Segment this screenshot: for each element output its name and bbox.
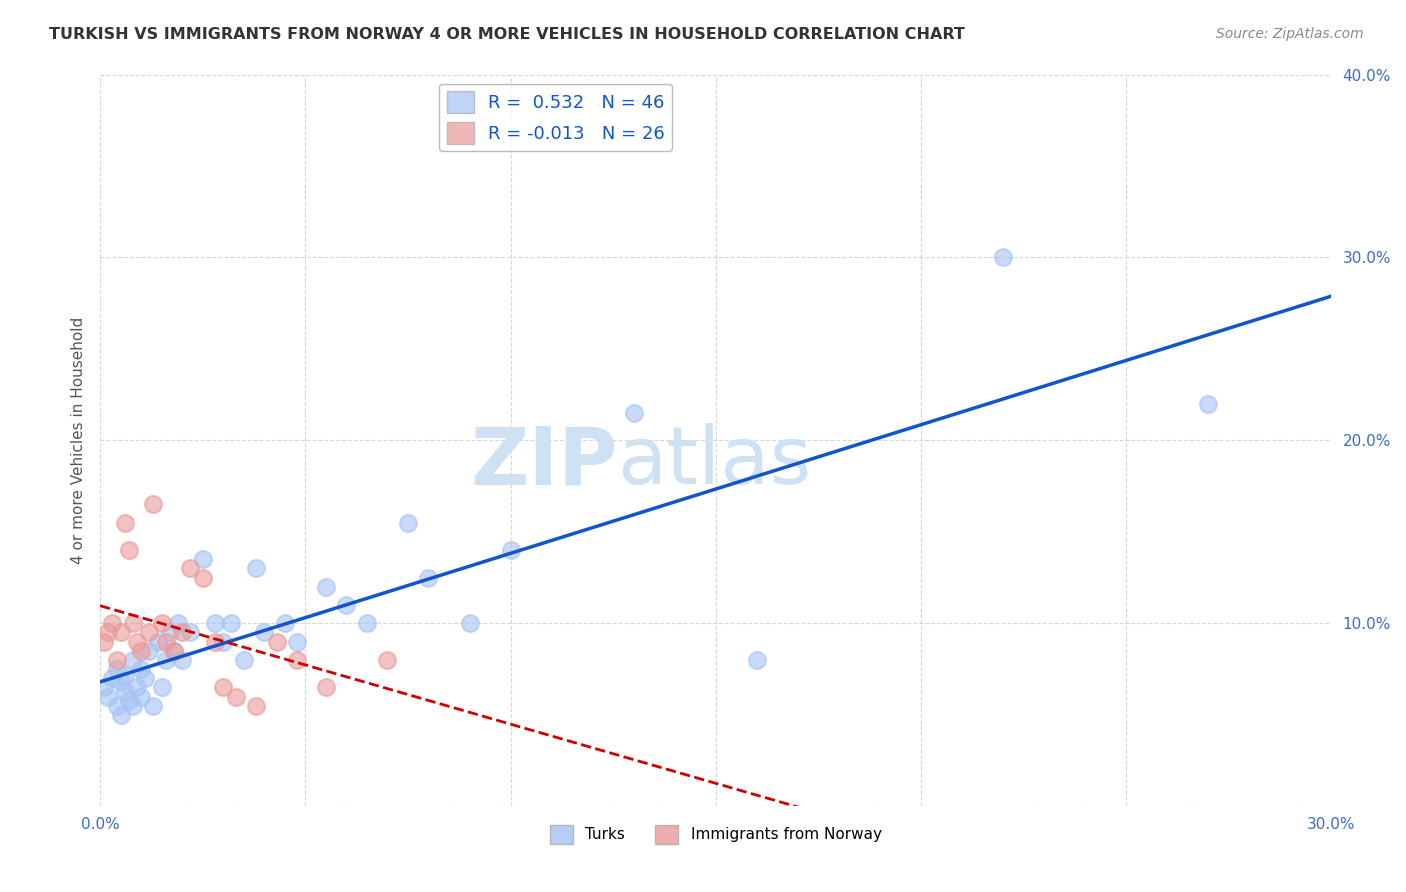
- Point: [110, 625, 132, 640]
- Point: [110, 674, 132, 689]
- Point: [155, 653, 177, 667]
- Point: [172, 653, 194, 667]
- Point: [172, 625, 194, 640]
- Point: [138, 644, 160, 658]
- Point: [191, 571, 214, 585]
- Point: [114, 684, 136, 698]
- Point: [142, 498, 165, 512]
- Point: [105, 653, 128, 667]
- Point: [274, 616, 297, 631]
- Point: [97, 625, 120, 640]
- Point: [114, 667, 136, 681]
- Text: ZIP: ZIP: [470, 424, 617, 501]
- Point: [93, 634, 115, 648]
- Point: [159, 625, 181, 640]
- Point: [396, 516, 419, 530]
- Point: [745, 653, 768, 667]
- Point: [418, 571, 440, 585]
- Point: [212, 634, 235, 648]
- Point: [105, 698, 128, 713]
- Point: [253, 625, 276, 640]
- Text: Source: ZipAtlas.com: Source: ZipAtlas.com: [1216, 27, 1364, 41]
- Legend: R =  0.532   N = 46, R = -0.013   N = 26: R = 0.532 N = 46, R = -0.013 N = 26: [439, 84, 672, 151]
- Point: [232, 653, 254, 667]
- Y-axis label: 4 or more Vehicles in Household: 4 or more Vehicles in Household: [72, 317, 86, 564]
- Text: TURKISH VS IMMIGRANTS FROM NORWAY 4 OR MORE VEHICLES IN HOUSEHOLD CORRELATION CH: TURKISH VS IMMIGRANTS FROM NORWAY 4 OR M…: [49, 27, 965, 42]
- Point: [155, 634, 177, 648]
- Point: [163, 644, 186, 658]
- Point: [356, 616, 378, 631]
- Point: [221, 616, 243, 631]
- Point: [315, 580, 337, 594]
- Point: [150, 616, 173, 631]
- Point: [245, 561, 267, 575]
- Point: [163, 644, 186, 658]
- Point: [101, 616, 124, 631]
- Point: [285, 653, 308, 667]
- Point: [129, 662, 152, 676]
- Point: [122, 653, 145, 667]
- Point: [335, 598, 357, 612]
- Point: [266, 634, 288, 648]
- Point: [204, 634, 226, 648]
- Point: [129, 690, 152, 704]
- Point: [129, 644, 152, 658]
- Point: [125, 681, 148, 695]
- Point: [118, 693, 141, 707]
- Point: [114, 516, 136, 530]
- Point: [179, 625, 201, 640]
- Point: [315, 681, 337, 695]
- Point: [458, 616, 481, 631]
- Point: [134, 671, 156, 685]
- Point: [122, 616, 145, 631]
- Point: [204, 616, 226, 631]
- Point: [138, 625, 160, 640]
- Point: [1197, 397, 1219, 411]
- Point: [623, 406, 645, 420]
- Point: [285, 634, 308, 648]
- Point: [93, 681, 115, 695]
- Point: [245, 698, 267, 713]
- Point: [125, 634, 148, 648]
- Point: [991, 251, 1014, 265]
- Point: [499, 543, 522, 558]
- Point: [122, 698, 145, 713]
- Point: [101, 671, 124, 685]
- Point: [191, 552, 214, 566]
- Point: [150, 681, 173, 695]
- Point: [225, 690, 247, 704]
- Point: [146, 634, 169, 648]
- Point: [105, 662, 128, 676]
- Point: [118, 543, 141, 558]
- Point: [377, 653, 399, 667]
- Point: [212, 681, 235, 695]
- Point: [142, 698, 165, 713]
- Point: [97, 690, 120, 704]
- Point: [167, 616, 190, 631]
- Point: [110, 707, 132, 722]
- Point: [179, 561, 201, 575]
- Text: atlas: atlas: [617, 424, 811, 501]
